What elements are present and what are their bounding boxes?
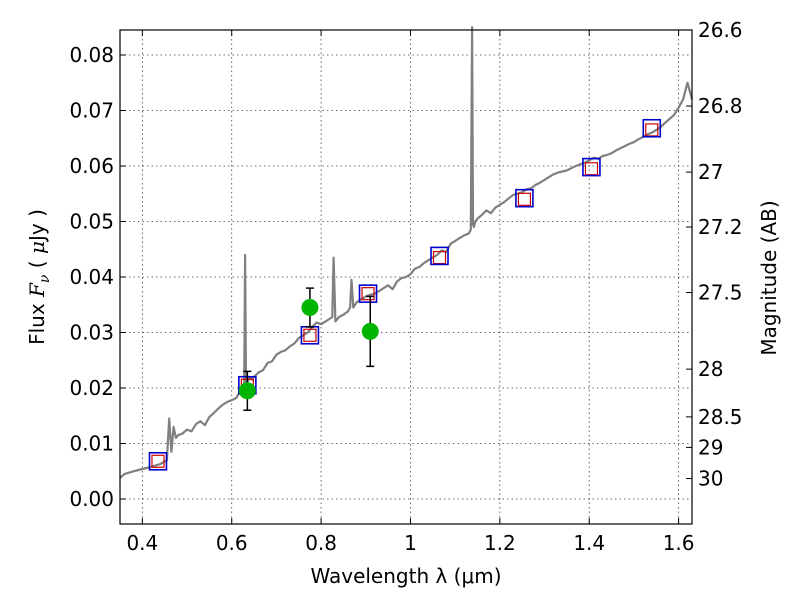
- x-tick-label: 1.6: [663, 531, 695, 555]
- model-point: [361, 287, 375, 301]
- filter-point: [642, 118, 662, 138]
- y-axis-label-mu: μ: [25, 241, 49, 254]
- y-tick-label: 0.03: [69, 321, 114, 345]
- y-tick-label: 0.07: [69, 98, 114, 122]
- grid-layer: [120, 30, 692, 524]
- model-point: [584, 162, 599, 176]
- x-tick-label: 1.2: [484, 531, 516, 555]
- y-tick-label: 0.02: [69, 376, 114, 400]
- model-point: [432, 250, 447, 265]
- y-axis-label-unit: (: [25, 254, 49, 275]
- spectrum-line: [119, 26, 694, 479]
- mag-tick-label: 27.5: [698, 281, 743, 305]
- x-axis-label: Wavelength λ (μm): [310, 564, 501, 588]
- y-axis-label-subscript: ν: [37, 274, 53, 283]
- y-tick-label: 0.05: [69, 209, 114, 233]
- mag-tick-label: 27: [698, 160, 723, 184]
- right-axis-label: Magnitude (AB): [757, 200, 781, 355]
- y-axis-label-prefix: Flux: [25, 297, 49, 345]
- mag-tick-label: 28.5: [698, 405, 743, 429]
- observed-point: [301, 299, 319, 317]
- y-tick-label: 0.00: [69, 487, 114, 511]
- y-tick-label: 0.04: [69, 265, 114, 289]
- mag-tick-label: 30: [698, 466, 723, 490]
- x-tick-label: 0.6: [216, 531, 248, 555]
- observed-point: [361, 322, 379, 340]
- filter-point: [430, 246, 449, 266]
- mag-tick-label: 29: [698, 435, 723, 459]
- mag-tick-label: 28: [698, 357, 723, 381]
- filter-point: [515, 188, 534, 208]
- series-layer: [119, 26, 694, 479]
- mag-tick-label: 26.8: [698, 94, 743, 118]
- y-tick-label: 0.06: [69, 154, 114, 178]
- y-axis-label-jy: Jy ): [25, 209, 49, 243]
- mag-tick-label: 27.2: [698, 215, 743, 239]
- model-point: [303, 328, 317, 342]
- x-tick-label: 1: [404, 531, 417, 555]
- x-tick-label: 1.4: [573, 531, 605, 555]
- x-tick-label: 0.8: [305, 531, 337, 555]
- observed-point: [238, 382, 256, 400]
- filter-point: [358, 284, 378, 303]
- tick-layer: 0.4 0.6 0.8 1 1.2 1.4 1.6 0.00 0.01 0.02 0.03 0.04 0…: [69, 18, 742, 555]
- model-point: [151, 454, 165, 468]
- filter-point: [582, 157, 601, 177]
- mag-tick-label: 26.6: [698, 18, 743, 42]
- y-axis-label: Flux Fν ( μJy ): [25, 209, 53, 345]
- model-point: [645, 123, 659, 137]
- y-tick-label: 0.08: [69, 43, 114, 67]
- y-axis-label-symbol: F: [25, 282, 49, 298]
- x-tick-label: 0.4: [126, 531, 158, 555]
- filter-point: [148, 451, 168, 471]
- y-tick-label: 0.01: [69, 432, 114, 456]
- model-point: [517, 192, 532, 206]
